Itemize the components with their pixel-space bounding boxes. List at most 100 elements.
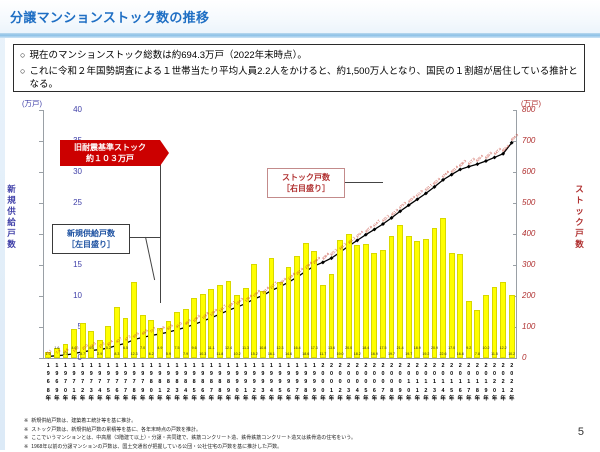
callout-new-supply-line1: 新規供給戸数 xyxy=(67,228,115,238)
bar-value-label: 14.6 xyxy=(285,352,293,356)
bar xyxy=(431,228,438,358)
footnote-text: ここでいうマンションとは、中高層（3階建て以上）・分譲・共同建で、鉄筋コンクリー… xyxy=(31,435,356,441)
bar-value-label: 19.0 xyxy=(336,352,344,356)
bar-value-label: 10.2 xyxy=(508,352,516,356)
bar xyxy=(156,327,163,358)
bar xyxy=(302,242,309,358)
bar xyxy=(199,294,206,358)
bar-value-label: 5.2 xyxy=(105,346,111,350)
chart-area: (万戸) (万戸) 新規供給戸数 ストック戸数 0510152025303540… xyxy=(0,96,600,416)
left-axis-line xyxy=(43,110,44,359)
bar xyxy=(105,325,112,358)
right-axis-tick-mark xyxy=(513,358,517,359)
bar-value-label: 17.3 xyxy=(310,346,318,350)
right-axis-tick: 500 xyxy=(522,198,536,207)
bar-value-label: 2.9 xyxy=(97,352,103,356)
footnote-text: 1968年以前の分譲マンションの戸数は、国土交通省が把握している公団・公社住宅の… xyxy=(31,443,283,450)
right-axis-tick: 600 xyxy=(522,167,536,176)
bar xyxy=(62,343,69,358)
summary-bullet: ○ これに令和２年国勢調査による１世帯当たり平均人員2.2人をかけると、約1,5… xyxy=(20,65,578,92)
right-axis-tick: 400 xyxy=(522,229,536,238)
stock-line-marker xyxy=(355,238,360,243)
right-axis-tick-mark xyxy=(513,265,517,266)
footnote-row: ※ 1968年以前の分譲マンションの戸数は、国土交通省が把握している公団・公社住宅… xyxy=(24,444,444,452)
footnote-row: ※ ストック戸数は、新規供給戸数の累積等を基に、各年末時点の戸数を推計。 xyxy=(24,427,444,435)
bar-value-label: 13.6 xyxy=(327,346,335,350)
right-axis-title: ストック戸数 xyxy=(575,184,584,249)
bar xyxy=(294,256,301,358)
bar xyxy=(268,258,275,358)
bar xyxy=(440,217,446,358)
bar-value-label: 18.4 xyxy=(362,346,370,350)
bar xyxy=(71,329,77,358)
bar xyxy=(465,300,472,358)
left-axis-tick: 40 xyxy=(73,105,82,114)
right-axis-tick-mark xyxy=(513,172,517,173)
bar-value-label: 7.5 xyxy=(174,346,180,350)
bar-value-label: 12.4 xyxy=(224,346,232,350)
bar-value-label: 7.9 xyxy=(183,352,189,356)
bar-value-label: 4.9 xyxy=(157,346,163,350)
bar-value-label: 5.9 xyxy=(165,352,171,356)
right-axis-unit: (万戸) xyxy=(521,99,541,108)
bar-value-label: 11.5 xyxy=(491,352,498,356)
bar xyxy=(174,311,180,358)
footnote-row: ※ ここでいうマンションとは、中高層（3階建て以上）・分譲・共同建で、鉄筋コンクリ… xyxy=(24,435,444,443)
bar xyxy=(345,234,352,358)
bar-value-label: 20.0 xyxy=(345,346,353,350)
bar xyxy=(191,298,198,358)
bar xyxy=(354,245,361,358)
bar-value-label: 1.6 xyxy=(54,346,60,350)
callout-old-seismic-standard: 旧耐震基準ストック 約１０３万戸 xyxy=(60,140,169,166)
footnote-text: 新規供給戸数は、建築着工統計等を基に推計。 xyxy=(31,418,137,424)
bar-value-label: 10.2 xyxy=(233,352,241,356)
bar-value-label: 19.7 xyxy=(405,352,413,356)
right-axis-tick: 300 xyxy=(522,260,536,269)
bar xyxy=(388,235,395,358)
left-axis-tick-mark xyxy=(39,110,43,111)
right-axis-tick-mark xyxy=(513,203,517,204)
bar xyxy=(508,294,515,358)
bar xyxy=(208,289,215,358)
left-axis-tick: 25 xyxy=(73,198,82,207)
right-axis-tick-mark xyxy=(513,110,517,111)
bar xyxy=(122,317,129,358)
bar xyxy=(500,282,507,358)
bar xyxy=(251,263,258,358)
bar xyxy=(277,281,283,358)
bar-value-label: 10.2 xyxy=(482,346,490,350)
bar-value-label: 17.5 xyxy=(379,346,387,350)
bar xyxy=(259,291,266,358)
title-band: 分譲マンションストック数の推移 xyxy=(0,0,600,36)
bar-value-label: 12.3 xyxy=(276,346,284,350)
callout-old-line2: 約１０３万戸 xyxy=(86,154,134,163)
bar-value-label: 18.9 xyxy=(413,346,421,350)
bar xyxy=(319,285,326,358)
bar xyxy=(148,319,155,358)
